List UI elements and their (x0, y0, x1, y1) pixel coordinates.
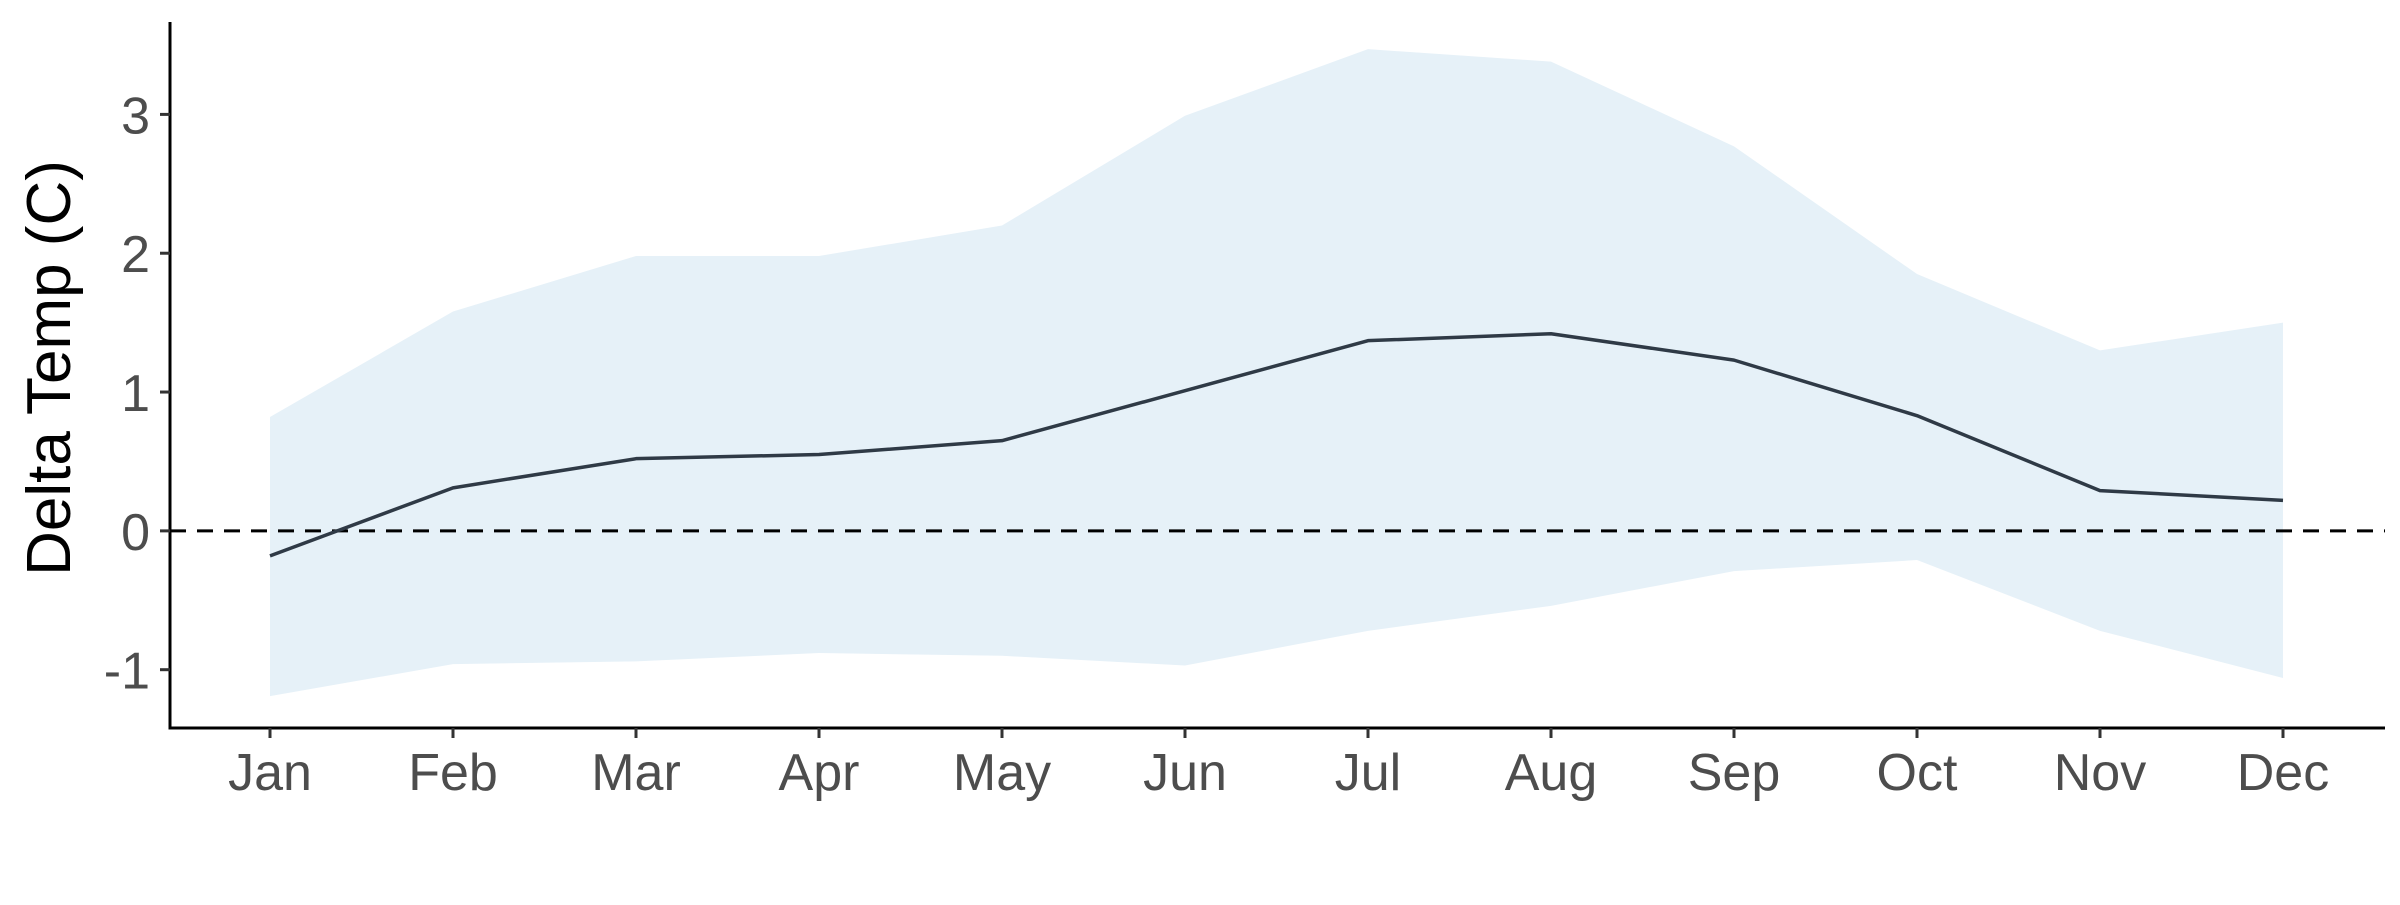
ribbon-band (270, 49, 2283, 697)
x-tick-label: Jun (1143, 744, 1227, 802)
x-tick-label: May (953, 744, 1051, 802)
y-tick-label: 3 (121, 87, 150, 145)
y-tick-label: 2 (121, 226, 150, 284)
ribbon-layer (270, 49, 2283, 697)
x-tick-label: Apr (779, 744, 860, 802)
y-tick-label: 1 (121, 365, 150, 423)
y-tick-label: -1 (104, 643, 150, 701)
x-tick-label: Jan (228, 744, 312, 802)
axis-layer (168, 22, 2385, 730)
x-tick-label: Feb (408, 744, 498, 802)
series-layer (269, 331, 2284, 558)
x-tick-label: Sep (1688, 744, 1781, 802)
series-line (269, 331, 2284, 558)
y-tick-label: 0 (121, 504, 150, 562)
x-tick-label: Dec (2237, 744, 2329, 802)
tick-layer: -1 0 1 2 3 Jan Feb Mar Apr May Jun Jul Aug Sep Oct Nov D… (104, 87, 2329, 802)
y-axis-title: Delta Temp (C) (15, 160, 84, 576)
x-tick-label: Aug (1505, 744, 1598, 802)
x-tick-label: Nov (2054, 744, 2146, 802)
x-tick-label: Jul (1335, 744, 1401, 802)
x-tick-label: Mar (591, 744, 681, 802)
x-tick-label: Oct (1877, 744, 1958, 802)
